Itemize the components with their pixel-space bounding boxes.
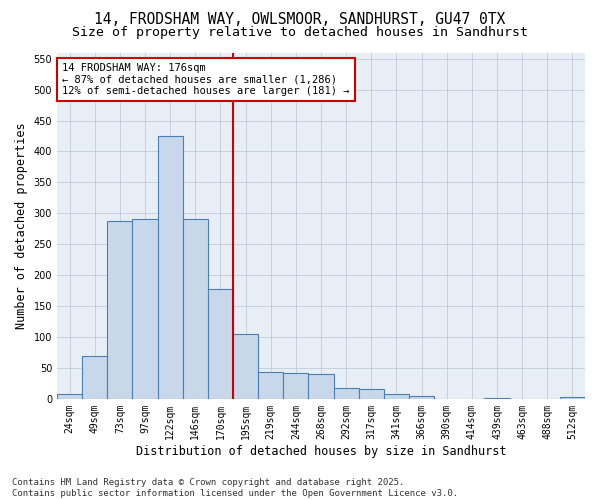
Text: 14 FRODSHAM WAY: 176sqm
← 87% of detached houses are smaller (1,286)
12% of semi: 14 FRODSHAM WAY: 176sqm ← 87% of detache… xyxy=(62,63,350,96)
Bar xyxy=(384,394,409,399)
Bar xyxy=(107,220,133,399)
Text: Contains HM Land Registry data © Crown copyright and database right 2025.
Contai: Contains HM Land Registry data © Crown c… xyxy=(12,478,458,498)
Bar xyxy=(409,396,434,399)
X-axis label: Distribution of detached houses by size in Sandhurst: Distribution of detached houses by size … xyxy=(136,444,506,458)
Bar xyxy=(308,374,334,399)
Bar xyxy=(334,388,359,399)
Bar xyxy=(258,372,283,399)
Bar xyxy=(359,389,384,399)
Bar xyxy=(208,288,233,399)
Bar xyxy=(133,220,158,399)
Text: 14, FRODSHAM WAY, OWLSMOOR, SANDHURST, GU47 0TX: 14, FRODSHAM WAY, OWLSMOOR, SANDHURST, G… xyxy=(94,12,506,28)
Bar xyxy=(82,356,107,399)
Bar xyxy=(233,334,258,399)
Bar xyxy=(57,394,82,399)
Bar xyxy=(560,397,585,399)
Y-axis label: Number of detached properties: Number of detached properties xyxy=(15,122,28,329)
Text: Size of property relative to detached houses in Sandhurst: Size of property relative to detached ho… xyxy=(72,26,528,39)
Bar xyxy=(283,373,308,399)
Bar xyxy=(158,136,183,399)
Bar xyxy=(183,220,208,399)
Bar xyxy=(484,398,509,399)
